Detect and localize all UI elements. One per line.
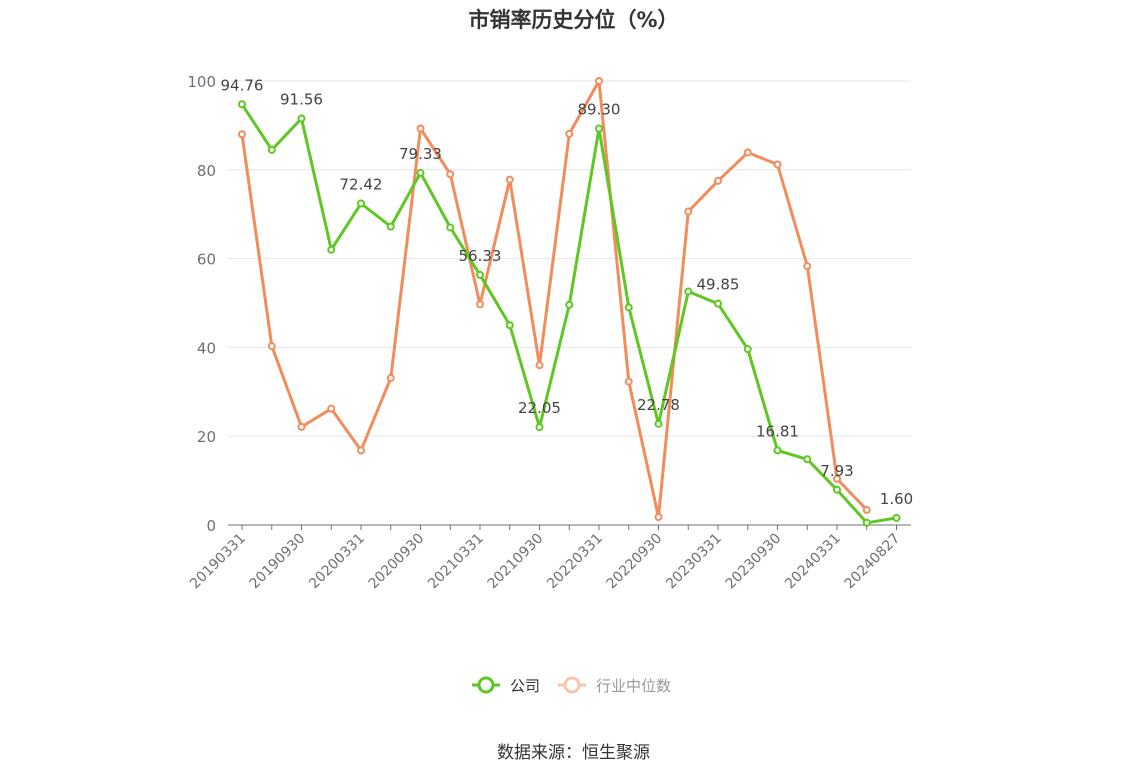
data-label: 49.85 (697, 276, 740, 294)
y-axis: 0 20 40 60 80 100 (187, 73, 216, 535)
x-tick-label: 20200331 (306, 531, 368, 593)
data-label: 91.56 (280, 90, 323, 108)
x-tick-label: 20210331 (425, 531, 487, 593)
data-label: 72.42 (340, 175, 383, 193)
data-point (357, 446, 365, 455)
data-point (327, 404, 336, 413)
grid-lines (228, 80, 911, 437)
data-point (357, 199, 365, 208)
data-label: 89.30 (578, 101, 621, 119)
data-point (267, 145, 276, 154)
data-point (297, 114, 306, 123)
data-label: 16.81 (756, 422, 799, 440)
data-point (238, 100, 246, 109)
legend-marker (563, 676, 581, 694)
data-point (386, 374, 395, 383)
data-point (505, 175, 514, 184)
y-tick-label: 40 (197, 339, 216, 357)
data-point (565, 300, 574, 309)
data-point (654, 419, 663, 428)
x-tick-label: 20240331 (782, 531, 844, 593)
data-point (238, 130, 246, 139)
data-point (416, 168, 425, 177)
data-point (654, 513, 663, 522)
data-point (595, 77, 603, 85)
data-point (416, 124, 425, 133)
data-point (862, 518, 871, 527)
data-point (684, 287, 693, 296)
data-point (446, 223, 455, 232)
x-tick-label: 20190331 (187, 531, 249, 593)
x-axis: 2019033120190930202003312020093020210331… (187, 524, 911, 593)
data-point (743, 148, 752, 157)
data-point (714, 176, 722, 185)
data-point (862, 505, 871, 514)
data-point (595, 124, 603, 133)
data-point (476, 300, 484, 309)
y-tick-label: 0 (206, 517, 216, 535)
chart-title: 市销率历史分位（%） (468, 8, 679, 32)
data-point (476, 270, 484, 279)
data-point (892, 513, 901, 522)
data-point (684, 207, 693, 216)
data-point (535, 361, 544, 370)
data-label: 94.76 (221, 76, 264, 94)
series-line (240, 103, 897, 525)
data-point (773, 160, 782, 169)
data-point (327, 245, 336, 254)
data-point (267, 342, 276, 351)
data-label: 79.33 (399, 145, 442, 163)
data-point (446, 170, 455, 179)
legend-marker (477, 676, 495, 694)
legend-label: 公司 (510, 677, 540, 695)
y-tick-label: 100 (187, 73, 216, 91)
data-source: 数据来源：恒生聚源 (497, 743, 650, 763)
x-tick-label: 20220930 (604, 531, 666, 593)
x-tick-label: 20230930 (723, 531, 785, 593)
data-point (297, 422, 306, 431)
y-tick-label: 20 (197, 428, 216, 446)
data-label: 22.05 (518, 399, 561, 417)
x-tick-label: 20240827 (842, 531, 904, 593)
data-point (535, 423, 544, 432)
x-tick-label: 20190930 (247, 531, 309, 593)
x-tick-label: 20210930 (485, 531, 547, 593)
data-point (714, 299, 722, 308)
series-line (240, 79, 868, 519)
data-labels: 94.76 91.56 72.42 79.33 56.33 22.05 89.30 22.78… (221, 76, 914, 508)
data-point (773, 446, 782, 455)
data-point (803, 262, 812, 271)
data-point (803, 455, 812, 464)
x-tick-label: 20230331 (663, 531, 725, 593)
y-tick-label: 80 (197, 162, 216, 180)
legend-label: 行业中位数 (596, 677, 671, 695)
data-label: 7.93 (820, 462, 853, 480)
legend[interactable]: 公司 行业中位数 (472, 676, 671, 695)
data-point (505, 321, 514, 330)
data-label: 22.78 (637, 396, 680, 414)
x-tick-label: 20200930 (366, 531, 428, 593)
series-lines (238, 77, 901, 527)
x-tick-label: 20220331 (544, 531, 606, 593)
data-point (833, 474, 841, 483)
data-label: 1.60 (880, 490, 913, 508)
data-point (386, 222, 395, 231)
data-label: 56.33 (459, 247, 502, 265)
legend-item[interactable]: 公司 (472, 676, 540, 695)
data-point (833, 485, 841, 494)
data-point (624, 377, 633, 386)
legend-item[interactable]: 行业中位数 (558, 676, 671, 695)
y-tick-label: 60 (197, 251, 216, 269)
data-point (743, 345, 752, 354)
data-point (565, 129, 574, 138)
data-point (624, 303, 633, 312)
